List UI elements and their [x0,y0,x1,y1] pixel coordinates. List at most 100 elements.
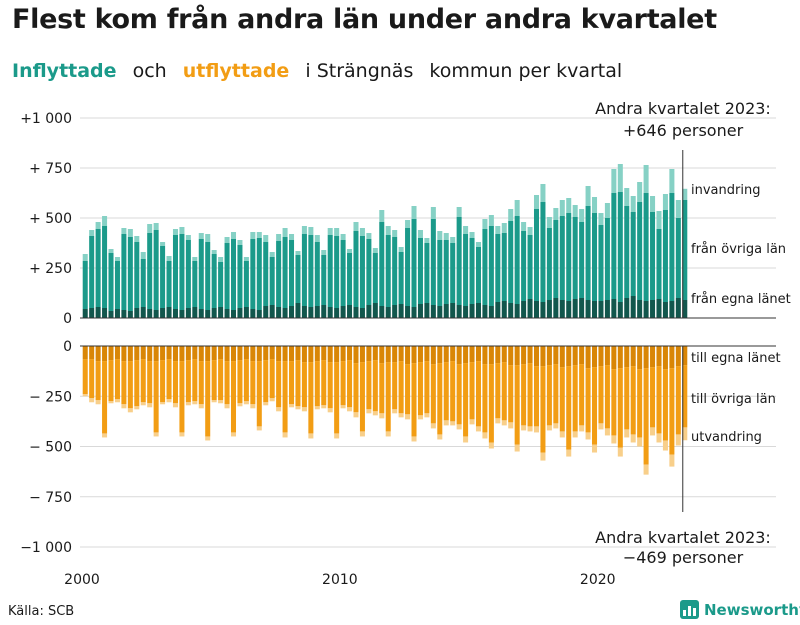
bar-out-segment [224,361,230,405]
bar-out-segment [662,346,668,370]
bar-out-segment [392,346,398,363]
bar-out-segment [230,361,237,433]
bar-in-segment [276,234,282,241]
bar-in-segment [243,307,249,318]
bar-in-segment [604,203,610,218]
bar-in-segment [579,298,585,318]
bar-out-segment [592,444,598,453]
bar-out-segment [430,423,436,429]
bar-in-segment [553,298,559,318]
bar-in-segment [185,235,191,240]
bar-in-segment [385,307,391,318]
bar-in-segment [501,301,507,318]
bar-out-segment [308,433,314,439]
bar-in-segment [172,229,178,235]
bar-out-segment [475,361,481,427]
bar-out-segment [392,362,398,410]
bar-out-segment [185,360,191,403]
bar-in-segment [624,206,630,298]
bar-in-segment [359,308,365,318]
bar-in-segment [405,306,411,318]
bar-in-segment [495,226,501,234]
bar-out-segment [250,346,256,362]
bar-out-segment [379,363,385,414]
bar-in-segment [179,310,185,318]
x-tick-label: 2000 [64,572,100,588]
bar-in-segment [89,230,95,236]
bar-out-segment [295,360,301,407]
bar-out-segment [637,369,643,438]
bar-in-segment [353,222,359,231]
bar-in-segment [385,235,391,307]
bar-out-segment [527,426,533,432]
bar-in-segment [263,235,269,242]
bar-in-segment [366,239,372,305]
annotation-top-line1: Andra kvartalet 2023: [595,99,771,118]
bar-out-segment [108,401,114,404]
bar-in-segment [398,252,404,304]
bar-in-segment [521,231,527,301]
newsworthy-logo-icon [680,600,699,619]
bar-out-segment [417,346,423,363]
annotation-bottom-line2: −469 personer [623,548,744,567]
bar-in-segment [224,309,230,318]
bar-out-segment [289,404,295,408]
bar-in-segment [218,307,224,318]
bar-in-segment [398,304,404,318]
legend-out-label: till egna länet [691,351,781,366]
bar-in-segment [108,249,114,253]
bar-out-segment [669,346,675,369]
bar-in-segment [546,217,552,228]
bar-out-segment [405,414,411,420]
brand[interactable]: Newsworthy [680,600,800,619]
bar-in-segment [669,301,675,318]
bar-in-segment [256,232,262,238]
bar-in-segment [611,169,617,193]
bar-in-segment [95,229,101,307]
bar-in-segment [392,305,398,318]
bar-out-segment [566,366,572,450]
bar-in-segment [488,306,494,318]
bar-out-segment [662,369,668,441]
bar-out-segment [314,361,320,407]
bar-in-segment [501,223,507,233]
bar-in-segment [172,235,178,309]
bar-in-segment [424,303,430,318]
bar-in-segment [566,301,572,318]
bar-out-segment [295,406,301,410]
bar-in-segment [475,303,481,318]
bar-in-segment [469,304,475,318]
bar-out-segment [456,346,462,365]
bar-out-segment [553,364,559,424]
bar-out-segment [230,432,237,437]
bar-out-segment [566,346,572,367]
bar-out-segment [501,346,507,363]
bar-in-segment [198,309,204,318]
bar-in-segment [662,210,668,302]
bar-out-segment [108,360,114,402]
bar-in-segment [289,240,295,306]
subtitle-rest: kommun per kvartal [429,60,623,82]
bar-in-segment [224,243,230,309]
bar-in-segment [437,240,443,306]
bar-out-segment [443,346,449,363]
bar-out-segment [585,432,591,440]
bar-out-segment [611,435,617,444]
bar-in-segment [282,308,288,318]
bar-out-segment [488,346,494,365]
bar-out-segment [269,398,275,402]
bar-in-segment [282,228,288,237]
bar-in-segment [379,210,385,222]
subtitle-place: i Strängnäs [305,60,414,82]
bar-in-segment [295,251,301,255]
bar-in-segment [250,239,256,309]
bar-out-segment [160,346,166,361]
bar-in-segment [617,192,623,302]
bar-in-segment [166,261,172,307]
bar-in-segment [95,307,101,318]
bar-in-segment [334,228,340,236]
bar-in-segment [353,231,359,307]
source-note: Källa: SCB [8,604,75,619]
bar-in-segment [334,236,340,308]
bar-in-segment [566,198,572,213]
